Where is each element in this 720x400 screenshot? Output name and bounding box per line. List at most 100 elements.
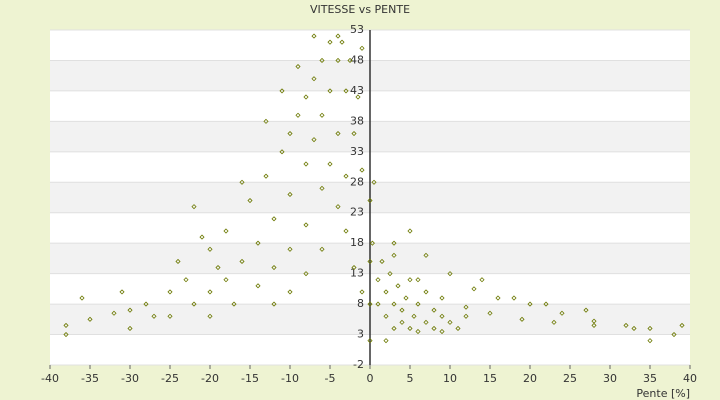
point <box>247 197 253 204</box>
point <box>471 286 477 292</box>
point <box>359 45 365 51</box>
x-tick-label: 10 <box>443 372 457 385</box>
x-tick-label: -5 <box>325 372 336 385</box>
point <box>143 301 149 307</box>
y-tick-label: 8 <box>357 297 364 310</box>
point <box>527 301 533 307</box>
point <box>423 319 429 325</box>
x-tick-label: 0 <box>367 372 374 385</box>
x-tick-label: 25 <box>563 372 577 385</box>
y-tick-label: 23 <box>350 206 364 219</box>
point <box>431 325 437 332</box>
point <box>355 94 361 100</box>
point <box>407 325 413 332</box>
point <box>319 185 325 191</box>
point <box>339 39 345 45</box>
point <box>207 289 213 295</box>
point <box>303 94 309 100</box>
point <box>239 258 245 265</box>
point <box>679 322 685 328</box>
point <box>319 57 325 64</box>
point <box>367 338 373 344</box>
point <box>279 88 285 94</box>
point <box>63 331 69 338</box>
x-tick-label: 30 <box>603 372 617 385</box>
point <box>487 310 493 316</box>
x-tick-label: -30 <box>121 372 139 385</box>
point <box>359 167 365 173</box>
point <box>387 271 393 277</box>
point <box>631 325 637 332</box>
y-tick-label: 18 <box>350 236 364 249</box>
point <box>311 33 317 39</box>
point <box>207 313 213 319</box>
x-tick-label: 20 <box>523 372 537 385</box>
x-axis-label: Pente [%] <box>636 387 690 400</box>
point <box>383 338 389 344</box>
point <box>371 179 377 185</box>
point <box>311 76 317 82</box>
point <box>191 204 197 210</box>
point <box>255 283 261 289</box>
y-tick-label: 28 <box>350 175 364 188</box>
point <box>407 228 413 234</box>
point <box>271 216 277 222</box>
y-tick-label: 3 <box>357 328 364 341</box>
point <box>327 88 333 94</box>
point <box>447 319 453 325</box>
point <box>255 240 261 246</box>
point <box>351 264 357 271</box>
point <box>391 301 397 307</box>
point <box>375 277 381 283</box>
point <box>199 234 205 240</box>
point <box>183 277 189 283</box>
point <box>347 57 353 64</box>
point <box>415 301 421 307</box>
point <box>407 277 413 283</box>
point <box>383 313 389 319</box>
point <box>119 289 125 295</box>
x-tick-label: -10 <box>281 372 299 385</box>
point <box>671 331 677 338</box>
point <box>343 228 349 234</box>
point <box>391 252 397 258</box>
x-tick-label: 15 <box>483 372 497 385</box>
y-tick-label: 33 <box>350 145 364 158</box>
x-tick-label: -25 <box>161 372 179 385</box>
point <box>367 258 373 265</box>
point <box>215 264 221 271</box>
point <box>87 316 93 322</box>
point <box>207 246 213 252</box>
y-tick-label: 38 <box>350 114 364 127</box>
y-tick-label: -2 <box>353 358 364 371</box>
point <box>287 130 293 137</box>
point <box>423 289 429 295</box>
point <box>279 149 285 155</box>
y-tick-label: 13 <box>350 267 364 280</box>
point <box>271 264 277 271</box>
point <box>439 295 445 301</box>
point <box>647 325 653 332</box>
point <box>495 295 501 301</box>
point <box>439 328 445 335</box>
point <box>343 173 349 179</box>
point <box>223 228 229 234</box>
point <box>647 338 653 344</box>
point <box>415 328 421 335</box>
point <box>463 313 469 319</box>
x-tick-label: -20 <box>201 372 219 385</box>
point <box>175 258 181 265</box>
point <box>167 289 173 295</box>
point <box>335 33 341 39</box>
x-tick-label: -15 <box>241 372 259 385</box>
point <box>303 161 309 167</box>
point <box>431 307 437 313</box>
point <box>439 313 445 319</box>
point <box>319 112 325 118</box>
point <box>335 57 341 64</box>
point <box>303 222 309 228</box>
point <box>519 316 525 322</box>
point <box>351 130 357 137</box>
chart-title: VITESSE vs PENTE <box>310 3 410 16</box>
